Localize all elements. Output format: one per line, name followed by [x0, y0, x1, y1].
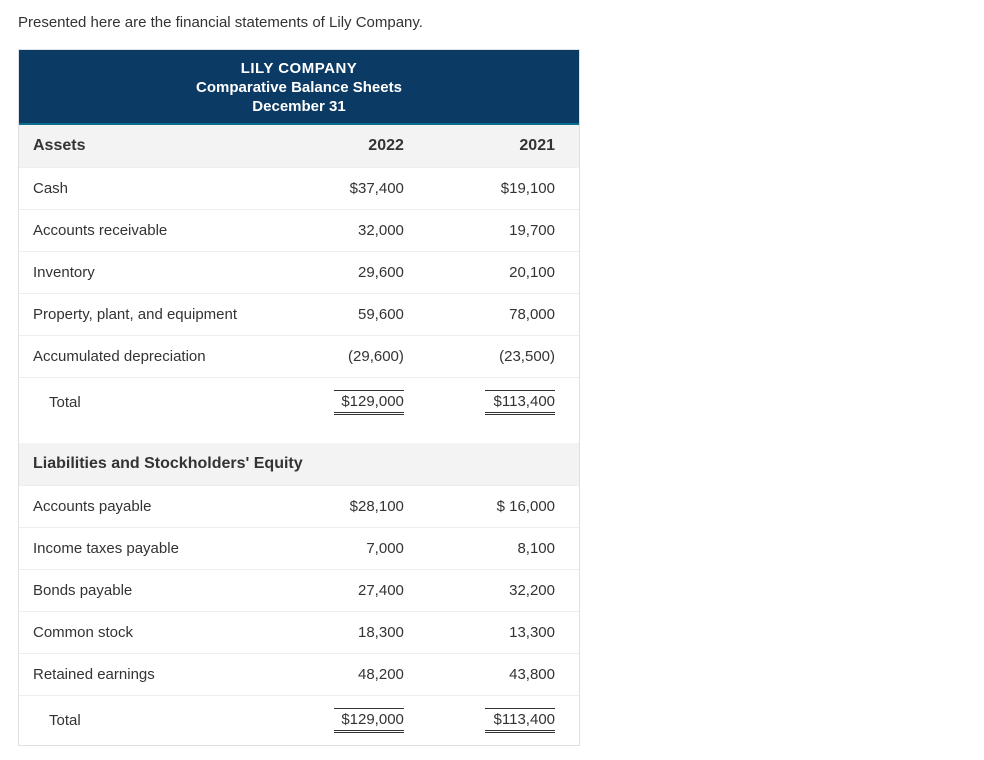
- row-y1: 18,300: [277, 612, 428, 654]
- row-y1: 7,000: [277, 528, 428, 570]
- liab-heading: Liabilities and Stockholders' Equity: [19, 443, 579, 486]
- total-y1: $129,000: [277, 378, 428, 428]
- row-label: Income taxes payable: [19, 528, 277, 570]
- assets-heading-row: Assets 2022 2021: [19, 125, 579, 168]
- row-y1: 59,600: [277, 294, 428, 336]
- row-y1: 27,400: [277, 570, 428, 612]
- page-container: Presented here are the financial stateme…: [0, 0, 984, 760]
- row-y1: $37,400: [277, 168, 428, 210]
- table-row: Cash $37,400 $19,100: [19, 168, 579, 210]
- sheet-title: Comparative Balance Sheets: [19, 79, 579, 96]
- row-y1: 29,600: [277, 252, 428, 294]
- total-y1: $129,000: [277, 696, 428, 746]
- row-y2: 19,700: [428, 210, 579, 252]
- row-y2: 32,200: [428, 570, 579, 612]
- row-y2: $ 16,000: [428, 486, 579, 528]
- row-label: Accounts receivable: [19, 210, 277, 252]
- table-row: Income taxes payable 7,000 8,100: [19, 528, 579, 570]
- row-label: Accounts payable: [19, 486, 277, 528]
- table-row: Accounts payable $28,100 $ 16,000: [19, 486, 579, 528]
- row-y1: $28,100: [277, 486, 428, 528]
- year-1-heading: 2022: [277, 125, 428, 168]
- table-row: Bonds payable 27,400 32,200: [19, 570, 579, 612]
- table-row: Inventory 29,600 20,100: [19, 252, 579, 294]
- table-row: Accumulated depreciation (29,600) (23,50…: [19, 336, 579, 378]
- row-y2: 78,000: [428, 294, 579, 336]
- row-label: Common stock: [19, 612, 277, 654]
- total-y2: $113,400: [428, 378, 579, 428]
- row-y2: 8,100: [428, 528, 579, 570]
- liab-heading-row: Liabilities and Stockholders' Equity: [19, 443, 579, 486]
- total-y2: $113,400: [428, 696, 579, 746]
- row-y1: (29,600): [277, 336, 428, 378]
- total-label: Total: [19, 696, 277, 746]
- row-label: Inventory: [19, 252, 277, 294]
- row-label: Retained earnings: [19, 654, 277, 696]
- year-2-heading: 2021: [428, 125, 579, 168]
- table-row: Property, plant, and equipment 59,600 78…: [19, 294, 579, 336]
- table-row: Accounts receivable 32,000 19,700: [19, 210, 579, 252]
- total-y1-value: $129,000: [334, 390, 404, 415]
- total-y2-value: $113,400: [485, 390, 555, 415]
- liab-total-row: Total $129,000 $113,400: [19, 696, 579, 746]
- row-label: Accumulated depreciation: [19, 336, 277, 378]
- balance-table: Assets 2022 2021 Cash $37,400 $19,100 Ac…: [19, 125, 579, 745]
- row-label: Bonds payable: [19, 570, 277, 612]
- table-row: Retained earnings 48,200 43,800: [19, 654, 579, 696]
- balance-sheet: LILY COMPANY Comparative Balance Sheets …: [18, 49, 580, 746]
- sheet-date: December 31: [19, 98, 579, 115]
- row-y1: 32,000: [277, 210, 428, 252]
- total-label: Total: [19, 378, 277, 428]
- row-label: Property, plant, and equipment: [19, 294, 277, 336]
- sheet-header: LILY COMPANY Comparative Balance Sheets …: [19, 50, 579, 125]
- row-y2: 13,300: [428, 612, 579, 654]
- company-name: LILY COMPANY: [19, 60, 579, 77]
- row-label: Cash: [19, 168, 277, 210]
- row-y2: (23,500): [428, 336, 579, 378]
- row-y2: $19,100: [428, 168, 579, 210]
- assets-heading: Assets: [19, 125, 277, 168]
- row-y2: 20,100: [428, 252, 579, 294]
- row-y2: 43,800: [428, 654, 579, 696]
- assets-total-row: Total $129,000 $113,400: [19, 378, 579, 428]
- intro-text: Presented here are the financial stateme…: [18, 14, 966, 31]
- total-y1-value: $129,000: [334, 708, 404, 733]
- row-y1: 48,200: [277, 654, 428, 696]
- spacer-row: [19, 427, 579, 443]
- total-y2-value: $113,400: [485, 708, 555, 733]
- table-row: Common stock 18,300 13,300: [19, 612, 579, 654]
